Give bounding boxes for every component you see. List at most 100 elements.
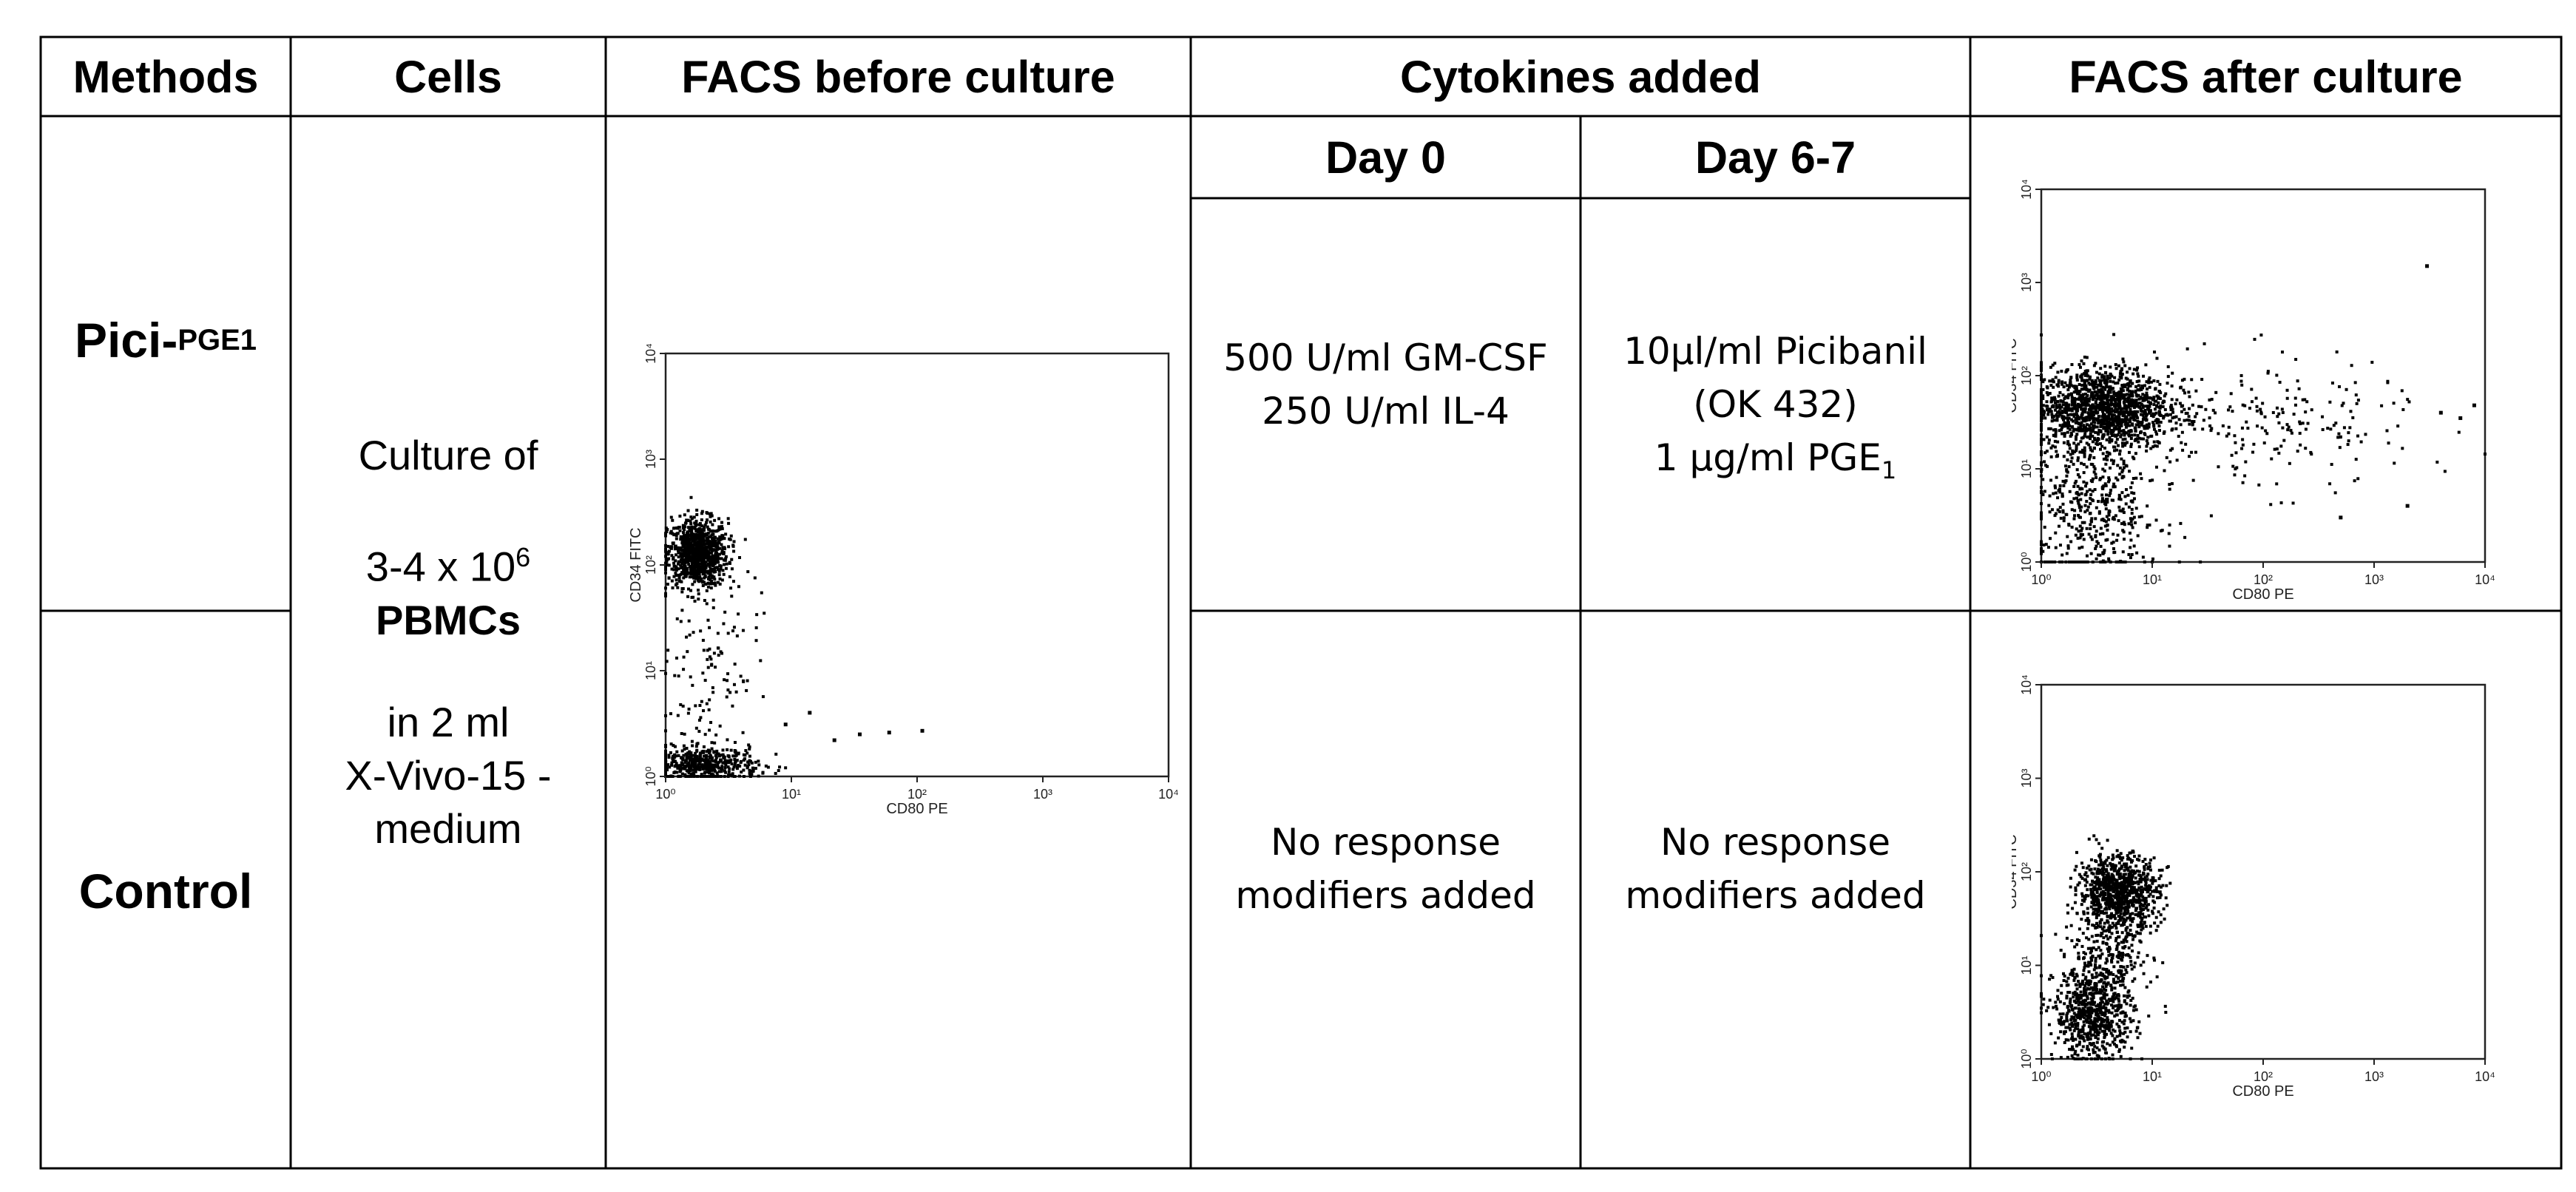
scatter-point <box>2296 450 2299 453</box>
scatter-point <box>2162 432 2166 436</box>
scatter-point <box>2106 877 2109 881</box>
scatter-point <box>2075 1013 2079 1017</box>
scatter-point <box>2140 396 2144 400</box>
scatter-point <box>2092 416 2096 420</box>
scatter-point <box>2112 421 2115 425</box>
scatter-point <box>693 580 697 583</box>
scatter-point <box>702 745 706 748</box>
scatter-point <box>700 579 703 583</box>
scatter-point <box>697 589 700 592</box>
scatter-point <box>2040 366 2043 370</box>
scatter-point <box>689 543 692 546</box>
scatter-point <box>2095 475 2098 479</box>
control-day0-line-1: No response <box>1271 821 1501 864</box>
scatter-point <box>2305 400 2309 404</box>
scatter-point <box>2091 923 2095 927</box>
scatter-point <box>2053 561 2057 563</box>
scatter-point <box>2100 418 2103 421</box>
scatter-point <box>2151 421 2154 424</box>
scatter-point <box>711 764 715 768</box>
scatter-point <box>2086 997 2089 1000</box>
scatter-point <box>748 754 751 758</box>
scatter-point <box>2058 1012 2062 1016</box>
scatter-point <box>721 761 725 765</box>
scatter-point <box>689 756 693 759</box>
scatter-point <box>2134 415 2138 419</box>
scatter-point <box>2117 393 2121 397</box>
scatter-point <box>2250 400 2254 404</box>
scatter-point <box>2083 400 2087 404</box>
scatter-point <box>2119 912 2123 915</box>
scatter-point <box>2071 419 2075 423</box>
scatter-point <box>677 573 681 577</box>
scatter-point <box>2136 912 2140 916</box>
scatter-point <box>710 663 714 667</box>
pici-day0-cytokines: 500 U/ml GM-CSF 250 U/ml IL-4 <box>1191 325 1581 444</box>
scatter-point <box>703 526 706 529</box>
pici-day67-line-1: 10µl/ml Picibanil <box>1623 329 1927 373</box>
scatter-point <box>2137 859 2141 862</box>
scatter-point <box>2153 444 2157 447</box>
scatter-point <box>2124 488 2128 492</box>
y-tick-label: 10³ <box>2019 273 2034 292</box>
scatter-point <box>2062 410 2066 414</box>
scatter-point <box>702 649 706 652</box>
scatter-point <box>2065 995 2069 998</box>
scatter-point <box>716 537 720 541</box>
scatter-point <box>2054 546 2058 549</box>
scatter-point <box>682 554 686 558</box>
scatter-point <box>2270 457 2274 461</box>
scatter-point <box>2095 988 2099 992</box>
scatter-points <box>664 495 924 778</box>
scatter-point <box>2184 442 2188 446</box>
scatter-point <box>701 532 705 535</box>
scatter-point <box>2301 398 2305 402</box>
header-methods: Methods <box>72 51 259 102</box>
scatter-point <box>2097 390 2101 394</box>
scatter-point <box>696 561 700 565</box>
scatter-point <box>2045 450 2049 453</box>
scatter-point <box>2114 424 2117 428</box>
scatter-point <box>2100 927 2104 931</box>
scatter-point <box>730 567 734 571</box>
scatter-point <box>737 585 740 589</box>
scatter-point <box>2109 893 2112 897</box>
scatter-point <box>680 756 683 759</box>
scatter-point <box>2188 422 2191 426</box>
scatter-point <box>729 586 733 590</box>
scatter-point <box>667 557 671 561</box>
scatter-point <box>692 572 696 575</box>
scatter-point <box>2089 552 2093 555</box>
scatter-point <box>2094 362 2097 365</box>
scatter-point <box>2154 430 2158 433</box>
scatter-point <box>2049 365 2052 369</box>
scatter-point <box>748 768 751 772</box>
scatter-point <box>2111 866 2114 870</box>
scatter-point <box>2049 1032 2053 1035</box>
scatter-point <box>2058 407 2062 410</box>
scatter-point <box>2144 924 2148 928</box>
scatter-point <box>2113 1029 2117 1033</box>
scatter-point <box>2329 427 2333 431</box>
scatter-point <box>683 748 686 751</box>
scatter-point <box>2089 535 2093 539</box>
scatter-point <box>707 751 711 754</box>
scatter-point <box>2132 399 2135 402</box>
scatter-point <box>2085 866 2089 870</box>
scatter-point <box>2103 408 2106 412</box>
scatter-point <box>2127 434 2131 438</box>
scatter-point <box>746 679 749 683</box>
scatter-point <box>2049 446 2053 450</box>
scatter-point <box>2111 1040 2114 1044</box>
scatter-point <box>2099 383 2103 387</box>
scatter-point <box>694 751 697 755</box>
scatter-point <box>2105 886 2109 890</box>
scatter-point <box>709 556 712 560</box>
scatter-point <box>2109 438 2112 441</box>
scatter-point <box>727 521 731 525</box>
scatter-point <box>2043 378 2046 382</box>
scatter-point <box>2060 1016 2063 1020</box>
scatter-point <box>2159 421 2163 424</box>
scatter-point <box>2123 410 2127 414</box>
